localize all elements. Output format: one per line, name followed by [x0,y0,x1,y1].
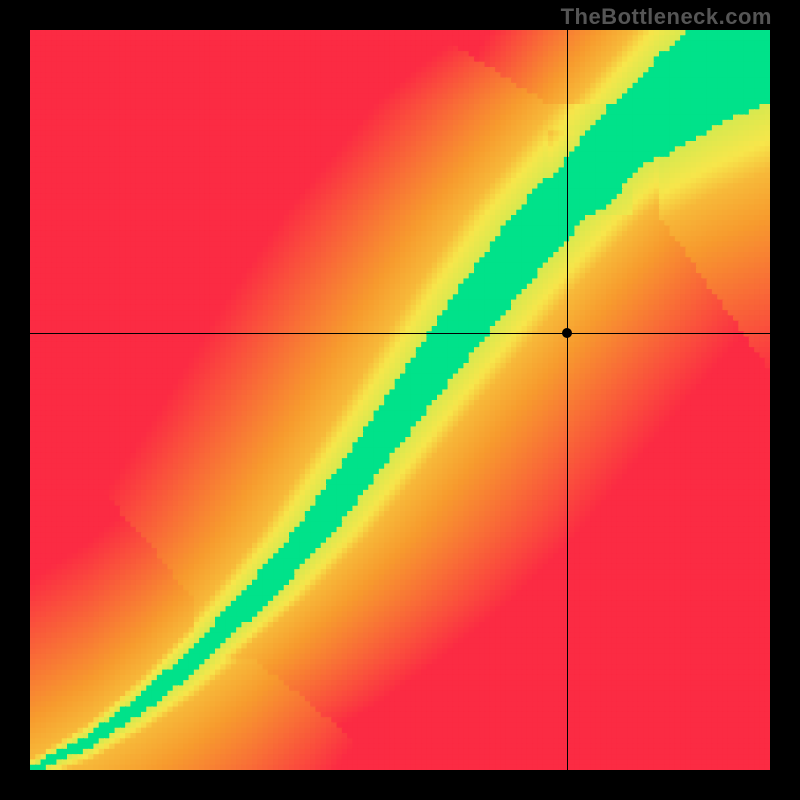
crosshair-vertical [567,30,568,770]
crosshair-horizontal [30,333,770,334]
plot-area [30,30,770,770]
heatmap-canvas [30,30,770,770]
crosshair-marker [562,328,572,338]
watermark-text: TheBottleneck.com [561,4,772,30]
